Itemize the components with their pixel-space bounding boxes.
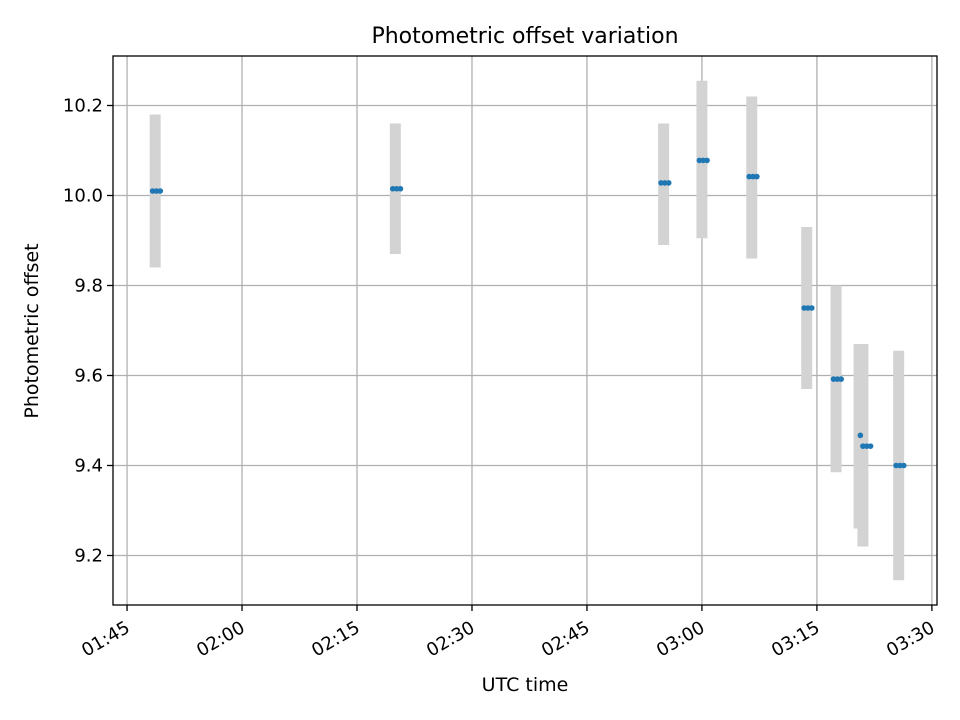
y-tick-label: 10.0	[63, 186, 103, 207]
data-point	[754, 173, 760, 180]
data-point	[830, 376, 837, 382]
data-point	[809, 305, 815, 311]
data-point	[696, 157, 703, 164]
data-point	[662, 180, 668, 186]
data-point	[397, 185, 404, 192]
data-point	[393, 185, 400, 192]
y-axis-label: Photometric offset	[21, 243, 43, 418]
y-tick-label: 9.4	[74, 456, 103, 477]
data-point	[900, 462, 907, 469]
data-point	[834, 376, 841, 382]
data-point	[863, 443, 870, 449]
y-axis-ticks: 9.2 9.4 9.6 9.8 10.0 10.2	[63, 96, 113, 567]
data-point	[838, 376, 844, 382]
data-point	[897, 462, 903, 469]
data-point	[389, 185, 396, 192]
y-tick-label: 9.2	[74, 546, 103, 567]
chart-title: Photometric offset variation	[371, 24, 678, 49]
data-point	[857, 432, 864, 439]
plot-frame	[112, 55, 938, 606]
x-axis-label: UTC time	[482, 674, 569, 696]
y-tick-label: 9.6	[74, 366, 103, 387]
data-point	[867, 443, 874, 449]
data-point	[700, 157, 707, 164]
data-point	[750, 173, 756, 180]
data-point	[860, 443, 866, 449]
data-point	[658, 180, 664, 186]
data-point	[665, 180, 672, 186]
data-points	[149, 157, 907, 469]
data-point	[153, 188, 160, 194]
y-tick-label: 10.2	[63, 96, 103, 117]
data-point	[893, 462, 899, 469]
data-point	[157, 188, 164, 194]
data-point	[149, 188, 156, 194]
data-point	[746, 173, 753, 180]
y-tick-label: 9.8	[74, 276, 103, 297]
data-point	[704, 157, 710, 164]
data-point	[801, 305, 807, 311]
data-point	[805, 305, 811, 311]
